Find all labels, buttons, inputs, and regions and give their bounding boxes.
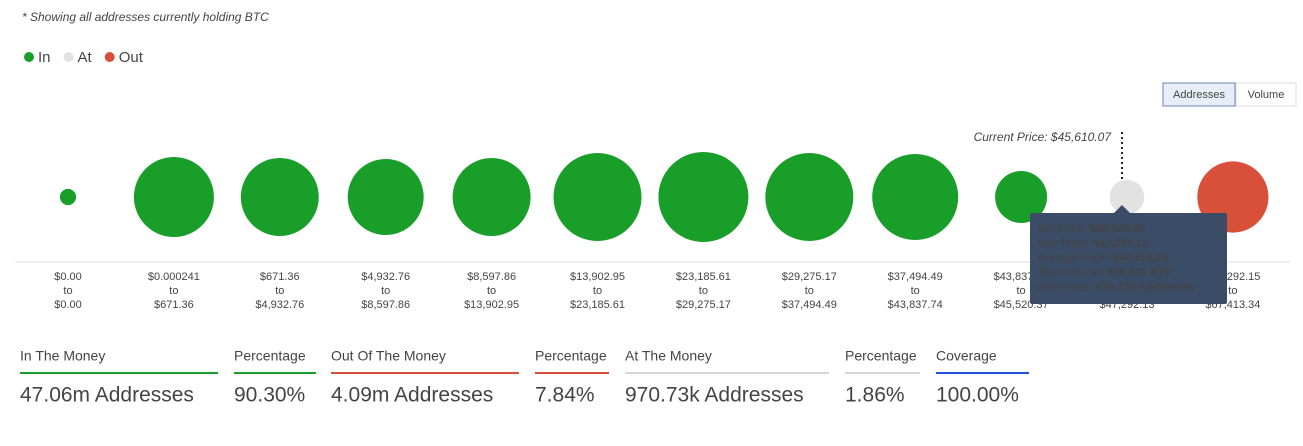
range-to: $8,597.86 (361, 299, 410, 311)
range-from: $671.36 (260, 271, 300, 283)
bubble[interactable] (240, 158, 319, 236)
note: * Showing all addresses currently holdin… (22, 10, 269, 24)
bubble[interactable] (995, 171, 1048, 223)
summary-label: Percentage (535, 348, 607, 364)
summary-label: Percentage (234, 348, 306, 364)
tooltip-label: Average Price: (1037, 252, 1109, 264)
tooltip-label: Max Price: (1037, 238, 1089, 250)
legend-label[interactable]: In (38, 49, 51, 66)
range-to-word: to (275, 285, 284, 297)
bubble[interactable] (452, 158, 531, 236)
bubble[interactable] (765, 153, 854, 241)
toggle-label[interactable]: Addresses (1173, 89, 1225, 101)
range-from: $23,185.61 (676, 271, 731, 283)
summary-label: At The Money (625, 348, 712, 364)
legend-dot (24, 52, 34, 62)
range-to-word: to (911, 285, 920, 297)
current-price: Current Price: $45,610.07 (974, 130, 1113, 144)
tooltip-label: Addresses: (1037, 281, 1092, 293)
summary-underline (234, 372, 316, 374)
range-to-word: to (381, 285, 390, 297)
tooltip-value: 689.84k BTC (1107, 267, 1172, 279)
range-to: $13,902.95 (464, 299, 519, 311)
range-to-word: to (169, 285, 178, 297)
range-from: $13,902.95 (570, 271, 625, 283)
tooltip-box (1030, 213, 1227, 304)
range-to: $23,185.61 (570, 299, 625, 311)
toggle-label[interactable]: Volume (1248, 89, 1285, 101)
bubble[interactable] (133, 156, 214, 238)
range-to-word: to (805, 285, 814, 297)
bubble[interactable] (59, 188, 77, 206)
range-to-word: to (699, 285, 708, 297)
summary-value: 100.00% (936, 384, 1019, 407)
bubble[interactable] (347, 159, 424, 235)
bubble[interactable] (872, 154, 959, 240)
summary-value: 1.86% (845, 384, 905, 407)
bubble[interactable] (1109, 179, 1145, 215)
bubble[interactable] (553, 153, 642, 241)
legend-dot (104, 52, 115, 62)
summary-label: Coverage (936, 348, 997, 364)
range-to: $671.36 (154, 299, 194, 311)
tooltip-label: Min Price: (1037, 223, 1086, 235)
toggle-button[interactable] (1162, 82, 1236, 107)
range-to-word: to (593, 285, 602, 297)
range-to-word: to (1017, 285, 1026, 297)
range-to: $37,494.49 (782, 299, 837, 311)
summary-label: Percentage (845, 348, 917, 364)
summary-underline (331, 372, 519, 374)
range-to-word: to (63, 285, 72, 297)
summary-underline (845, 372, 920, 374)
bubble[interactable] (658, 152, 749, 242)
summary-underline (20, 372, 218, 374)
summary-underline (535, 372, 609, 374)
toggle-button[interactable] (1235, 82, 1297, 107)
summary-value: 90.30% (234, 384, 305, 407)
summary-underline (936, 372, 1029, 374)
summary-value: 47.06m Addresses (20, 384, 194, 407)
range-from: $4,932.76 (361, 271, 410, 283)
summary-value: 970.73k Addresses (625, 384, 804, 407)
tooltip-value: 970.73k Addresses (1096, 281, 1195, 293)
range-from: $29,275.17 (782, 271, 837, 283)
legend-dot (63, 52, 74, 62)
summary-underline (625, 372, 829, 374)
range-from: $37,494.49 (888, 271, 943, 283)
range-to-word: to (487, 285, 496, 297)
range-from: $0.00 (54, 271, 82, 283)
tooltip-arrow (1114, 205, 1130, 213)
legend-label[interactable]: At (78, 49, 93, 66)
range-to: $0.00 (54, 299, 82, 311)
legend-label[interactable]: Out (119, 49, 144, 66)
summary-label: Out Of The Money (331, 348, 446, 364)
range-to-word: to (1228, 285, 1237, 297)
summary-value: 4.09m Addresses (331, 384, 493, 407)
tooltip-value: $46,418.23 (1113, 252, 1168, 264)
range-from: $0.000241 (148, 271, 200, 283)
range-to: $4,932.76 (255, 299, 304, 311)
range-to: $43,837.74 (888, 299, 943, 311)
tooltip-label: Total Volume: (1037, 267, 1103, 279)
range-from: $8,597.86 (467, 271, 516, 283)
tooltip-value: $47,292.13 (1093, 238, 1148, 250)
summary-value: 7.84% (535, 384, 595, 407)
tooltip-value: $45,520.69 (1090, 223, 1145, 235)
summary-label: In The Money (20, 348, 105, 364)
range-to: $29,275.17 (676, 299, 731, 311)
